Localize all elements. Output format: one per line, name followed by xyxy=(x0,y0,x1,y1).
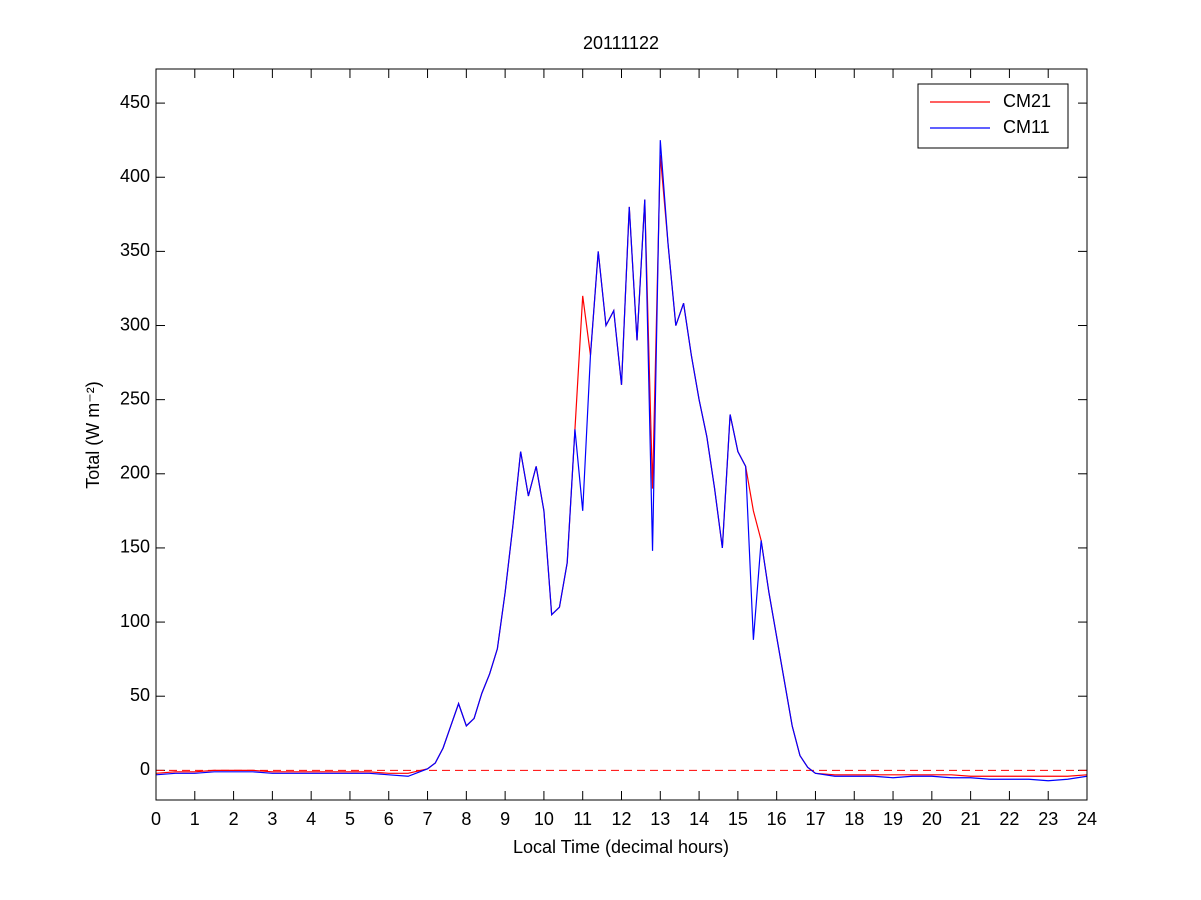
x-tick-label: 3 xyxy=(267,809,277,829)
series-line xyxy=(155,140,1088,782)
x-tick-label: 12 xyxy=(611,809,631,829)
y-tick-label: 100 xyxy=(120,611,150,631)
x-tick-label: 13 xyxy=(650,809,670,829)
plot-frame xyxy=(155,68,1088,801)
y-tick-label: 400 xyxy=(120,166,150,186)
x-tick-label: 17 xyxy=(805,809,825,829)
legend-label: CM11 xyxy=(1003,117,1050,137)
x-tick-label: 9 xyxy=(500,809,510,829)
x-tick-label: 19 xyxy=(883,809,903,829)
x-tick-label: 23 xyxy=(1038,809,1058,829)
x-tick-label: 22 xyxy=(999,809,1019,829)
chart-title: 20111122 xyxy=(583,33,659,53)
y-tick-label: 150 xyxy=(120,537,150,557)
y-tick-label: 350 xyxy=(120,240,150,260)
y-tick-label: 450 xyxy=(120,92,150,112)
x-tick-label: 7 xyxy=(423,809,433,829)
x-tick-label: 20 xyxy=(922,809,942,829)
y-axis-label: Total (W m⁻²) xyxy=(83,381,103,489)
legend-label: CM21 xyxy=(1003,91,1051,111)
x-tick-label: 16 xyxy=(767,809,787,829)
y-tick-label: 0 xyxy=(140,759,150,779)
x-tick-label: 0 xyxy=(151,809,161,829)
x-axis-label: Local Time (decimal hours) xyxy=(513,837,729,857)
y-tick-label: 250 xyxy=(120,388,150,408)
x-tick-label: 2 xyxy=(229,809,239,829)
x-tick-label: 11 xyxy=(573,809,592,829)
x-tick-label: 8 xyxy=(461,809,471,829)
y-tick-label: 300 xyxy=(120,314,150,334)
y-tick-label: 50 xyxy=(130,685,150,705)
x-tick-label: 24 xyxy=(1077,809,1097,829)
x-tick-label: 1 xyxy=(190,809,200,829)
x-tick-label: 4 xyxy=(306,809,316,829)
x-tick-label: 14 xyxy=(689,809,709,829)
y-tick-label: 200 xyxy=(120,463,150,483)
x-tick-label: 6 xyxy=(384,809,394,829)
legend-box xyxy=(917,83,1069,149)
x-tick-label: 10 xyxy=(534,809,554,829)
x-tick-label: 18 xyxy=(844,809,864,829)
x-tick-label: 5 xyxy=(345,809,355,829)
x-tick-label: 15 xyxy=(728,809,748,829)
x-tick-label: 21 xyxy=(961,809,981,829)
